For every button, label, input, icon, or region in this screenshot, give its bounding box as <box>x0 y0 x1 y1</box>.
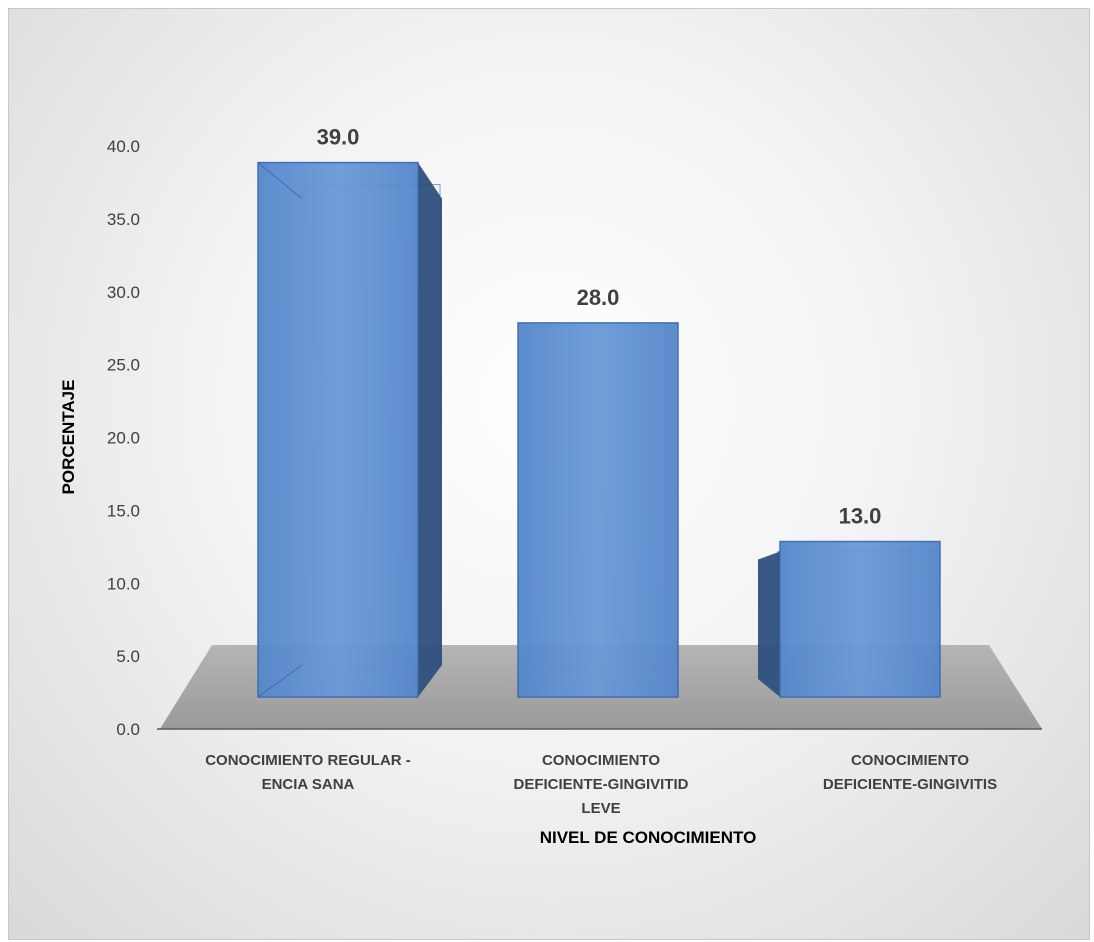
y-tick-label: 0.0 <box>116 720 140 739</box>
bar-side-face <box>418 162 442 697</box>
y-tick-label: 30.0 <box>107 283 140 302</box>
y-tick-label: 20.0 <box>107 429 140 448</box>
bar-edge <box>257 664 303 698</box>
bar-front-face <box>257 161 419 698</box>
y-tick-label: 5.0 <box>116 647 140 666</box>
data-label: 39.0 <box>317 125 360 150</box>
category-label: ENCIA SANA <box>262 776 355 793</box>
bar-front-face <box>779 540 941 698</box>
data-label: 13.0 <box>839 504 882 529</box>
bar-front-face <box>517 322 679 698</box>
bar <box>257 161 442 698</box>
bars <box>257 161 941 698</box>
category-labels: CONOCIMIENTO REGULAR - ENCIA SANA CONOCIMI… <box>205 752 997 817</box>
data-label: 28.0 <box>577 285 620 310</box>
category-label: LEVE <box>581 800 620 817</box>
category-label: CONOCIMIENTO <box>851 752 969 769</box>
y-tick-label: 10.0 <box>107 574 140 593</box>
x-axis-title: NIVEL DE CONOCIMIENTO <box>540 828 757 847</box>
bar <box>758 540 941 698</box>
bar-edge <box>257 162 303 199</box>
y-tick-label: 35.0 <box>107 210 140 229</box>
y-tick-label: 25.0 <box>107 356 140 375</box>
bar-side-face <box>758 551 780 697</box>
y-tick-label: 40.0 <box>107 137 140 156</box>
category-label: CONOCIMIENTO <box>542 752 660 769</box>
category-label: CONOCIMIENTO REGULAR - <box>205 752 411 769</box>
category-label: DEFICIENTE-GINGIVITIS <box>823 776 997 793</box>
bar <box>517 322 679 698</box>
y-tick-label: 15.0 <box>107 501 140 520</box>
category-label: DEFICIENTE-GINGIVITID <box>513 776 688 793</box>
data-labels: 39.0 28.0 13.0 <box>317 125 882 529</box>
y-axis-title: PORCENTAJE <box>59 380 78 495</box>
y-axis-ticks: 0.0 5.0 10.0 15.0 20.0 25.0 30.0 35.0 40.0 <box>107 137 140 739</box>
